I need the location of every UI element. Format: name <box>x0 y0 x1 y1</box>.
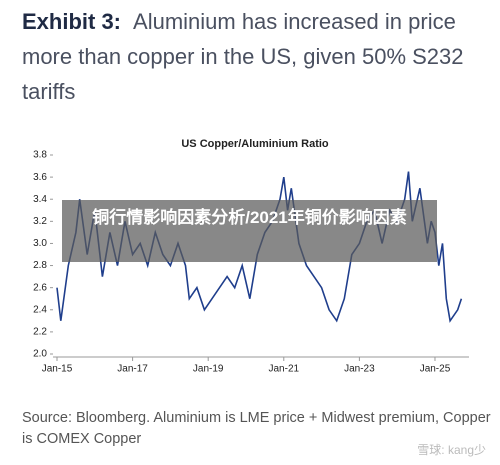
y-tick-label: 2.8 <box>33 260 47 271</box>
y-tick-label: 3.8 <box>33 150 47 161</box>
x-tick-label: Jan-25 <box>420 364 451 375</box>
chart-title: US Copper/Aluminium Ratio <box>181 138 329 150</box>
header-title: Aluminium has increased in price more th… <box>22 9 464 104</box>
x-tick-label: Jan-15 <box>42 364 73 375</box>
x-tick-label: Jan-23 <box>344 364 375 375</box>
watermark: 雪球: kang少 <box>417 443 486 457</box>
y-tick-label: 2.0 <box>33 349 47 360</box>
x-tick-label: Jan-19 <box>193 364 224 375</box>
y-tick-label: 3.0 <box>33 238 47 249</box>
y-tick-label: 3.4 <box>33 194 47 205</box>
source-note: Source: Bloomberg. Aluminium is LME pric… <box>22 410 491 447</box>
y-tick-label: 2.2 <box>33 327 47 338</box>
exhibit-label: Exhibit 3: <box>22 9 122 34</box>
y-tick-label: 2.6 <box>33 282 47 293</box>
y-tick-label: 3.6 <box>33 172 47 183</box>
y-tick-label: 3.2 <box>33 216 47 227</box>
overlay-banner: 铜行情影响因素分析/2021年铜价影响因素 <box>62 200 437 262</box>
header: Exhibit 3: Aluminium has increased in pri… <box>22 4 492 109</box>
x-tick-label: Jan-17 <box>117 364 148 375</box>
y-tick-label: 2.4 <box>33 304 47 315</box>
x-tick-label: Jan-21 <box>268 364 299 375</box>
